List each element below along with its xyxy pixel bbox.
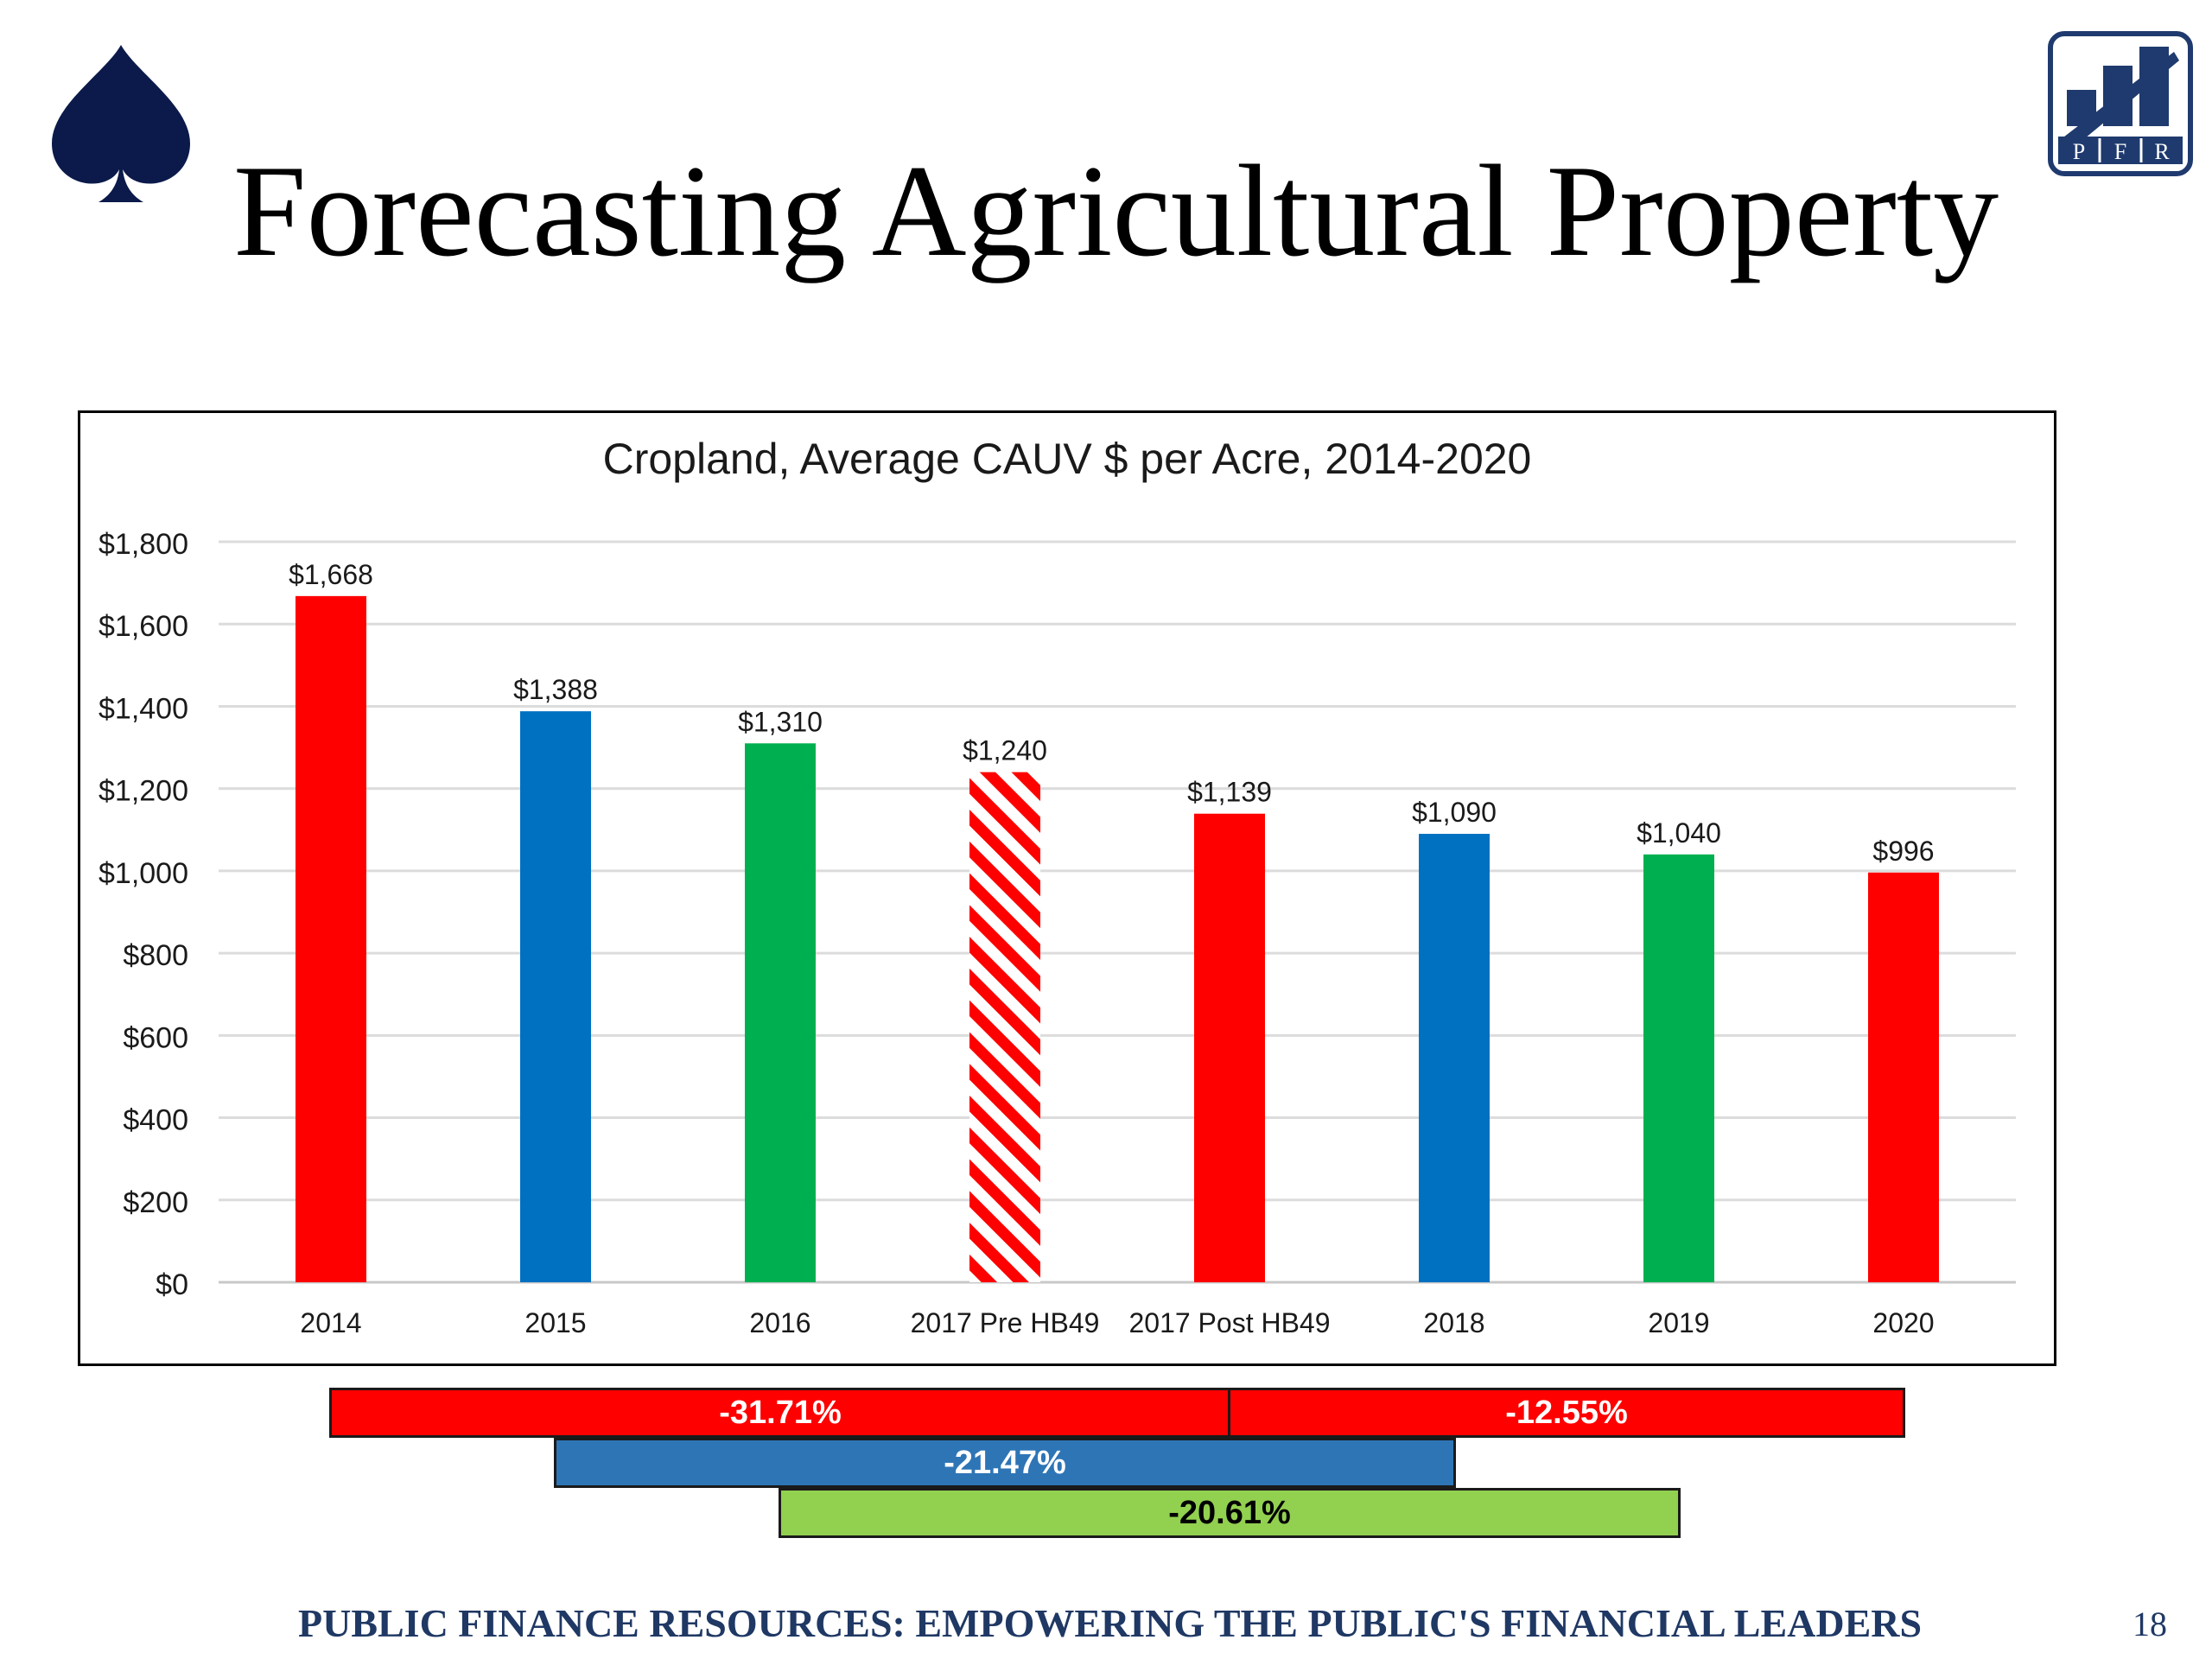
bar-2020: [1868, 872, 1939, 1282]
data-label: $1,139: [1187, 777, 1272, 808]
data-label: $1,090: [1412, 797, 1497, 828]
data-label: $1,240: [963, 735, 1047, 766]
y-tick-label: $600: [123, 1021, 188, 1054]
y-tick-label: $1,200: [99, 775, 188, 808]
spade-icon: [52, 45, 190, 202]
page-number: 18: [2133, 1605, 2167, 1643]
bar-2018: [1419, 834, 1490, 1282]
bar-2016: [745, 743, 816, 1282]
bar-2015: [520, 711, 591, 1282]
bar-chart-logo-icon: P F R: [2048, 31, 2193, 176]
x-tick-label: 2014: [300, 1307, 361, 1338]
x-tick-label: 2020: [1872, 1307, 1934, 1338]
change-bar-2: -12.55%: [1228, 1388, 1905, 1438]
x-tick-label: 2016: [749, 1307, 810, 1338]
change-bar-4: -20.61%: [779, 1488, 1681, 1538]
change-bar-3: -21.47%: [554, 1438, 1456, 1488]
data-label: $1,310: [738, 706, 823, 737]
bar-chart: Cropland, Average CAUV $ per Acre, 2014-…: [99, 435, 2016, 1338]
change-bar-label: -20.61%: [1168, 1494, 1291, 1531]
change-bar-label: -12.55%: [1505, 1394, 1628, 1431]
x-tick-label: 2017 Pre HB49: [911, 1307, 1100, 1338]
change-bar-label: -21.47%: [944, 1444, 1066, 1481]
x-axis-ticks: 2014 2015 2016 2017 Pre HB49 2017 Post HB49 2…: [300, 1307, 1934, 1338]
x-tick-label: 2019: [1648, 1307, 1709, 1338]
data-label: $1,388: [513, 674, 598, 705]
data-label: $996: [1872, 836, 1934, 867]
y-tick-label: $400: [123, 1104, 188, 1137]
pfr-letter-r: R: [2154, 139, 2170, 164]
y-tick-label: $800: [123, 939, 188, 972]
x-tick-label: 2015: [524, 1307, 586, 1338]
chart-frame: Cropland, Average CAUV $ per Acre, 2014-…: [78, 410, 2056, 1366]
y-tick-label: $1,000: [99, 857, 188, 890]
footer-tagline: PUBLIC FINANCE RESOURCES: EMPOWERING THE…: [298, 1601, 1923, 1645]
data-label: $1,040: [1637, 817, 1721, 849]
bars: [296, 595, 1939, 1282]
data-labels: $1,668 $1,388 $1,310 $1,240 $1,139 $1,090 $1,0…: [289, 559, 1935, 867]
x-tick-label: 2018: [1423, 1307, 1484, 1338]
y-tick-label: $1,600: [99, 610, 188, 643]
change-bar-1: -31.71%: [329, 1388, 1231, 1438]
data-label: $1,668: [289, 559, 373, 590]
bar-2019: [1643, 854, 1714, 1282]
bar-2017-pre-hb49: [969, 772, 1040, 1282]
y-axis-ticks: $0 $200 $400 $600 $800 $1,000 $1,200 $1,400 $1,6…: [99, 528, 188, 1301]
y-tick-label: $0: [156, 1268, 188, 1301]
bar-2017-post-hb49: [1194, 813, 1265, 1282]
gridlines: [219, 540, 2016, 1284]
y-tick-label: $200: [123, 1186, 188, 1219]
y-tick-label: $1,800: [99, 528, 188, 561]
bar-2014: [296, 595, 366, 1282]
y-tick-label: $1,400: [99, 692, 188, 725]
x-tick-label: 2017 Post HB49: [1128, 1307, 1330, 1338]
pfr-letter-f: F: [2114, 139, 2126, 164]
pfr-letter-p: P: [2073, 139, 2085, 164]
change-bar-label: -31.71%: [719, 1394, 842, 1431]
chart-title: Cropland, Average CAUV $ per Acre, 2014-…: [603, 435, 1532, 483]
slide-title: Forecasting Agricultural Property: [233, 138, 1999, 283]
